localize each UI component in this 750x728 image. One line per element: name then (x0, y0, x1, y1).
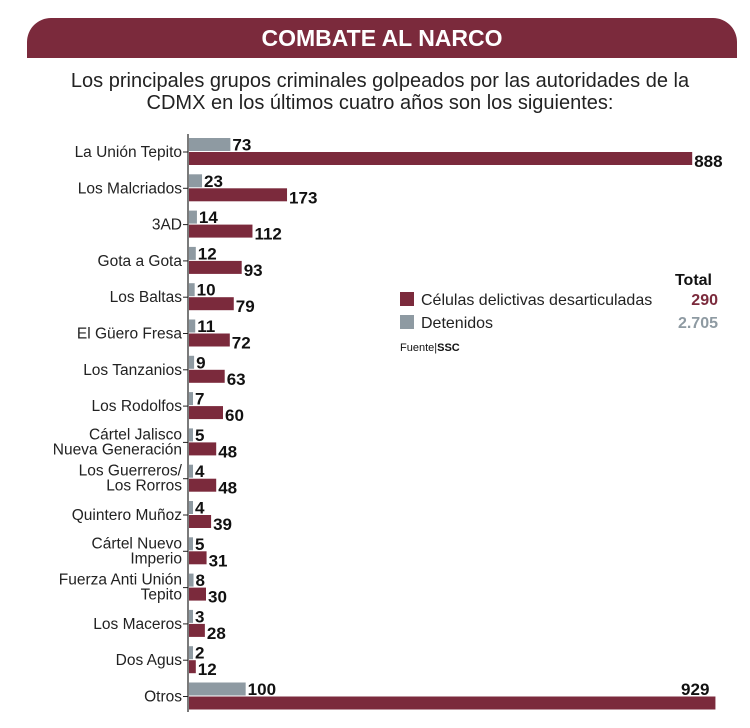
value-label-detenidos: 14 (199, 208, 218, 227)
bar-celulas (189, 587, 206, 601)
value-label-detenidos: 8 (196, 571, 205, 590)
value-label-detenidos: 9 (196, 353, 205, 372)
value-label-celulas: 48 (218, 479, 237, 498)
value-label-celulas: 79 (236, 297, 255, 316)
bar-celulas (189, 297, 234, 311)
value-label-celulas: 63 (227, 370, 246, 389)
category-label: Dos Agus (116, 652, 183, 669)
source-note: Fuente|SSC (400, 342, 460, 354)
bar-celulas (189, 188, 288, 202)
bar-celulas (189, 551, 207, 565)
bar-detenidos (189, 428, 193, 442)
value-label-detenidos: 10 (197, 281, 216, 300)
legend-label: Células delictivas desarticuladas (421, 292, 652, 309)
bar-detenidos (189, 464, 193, 478)
category-label: Los Baltas (110, 289, 183, 306)
bar-detenidos (189, 646, 193, 660)
value-label-celulas: 12 (198, 660, 217, 679)
value-label-celulas: 48 (218, 442, 237, 461)
category-label: El Güero Fresa (77, 326, 182, 343)
bar-detenidos (189, 283, 195, 297)
bar-detenidos (189, 392, 193, 406)
value-label-detenidos: 73 (232, 136, 251, 155)
value-label-detenidos: 12 (198, 244, 217, 263)
value-label-detenidos: 100 (248, 680, 276, 699)
value-label-celulas: 173 (289, 188, 317, 207)
bar-celulas (189, 406, 223, 420)
value-label-detenidos: 4 (195, 462, 205, 481)
bar-detenidos (189, 138, 231, 151)
legend-swatch (400, 315, 414, 329)
bar-detenidos (189, 682, 246, 696)
legend-total-heading: Total (675, 272, 712, 289)
value-label-detenidos: 11 (197, 317, 215, 336)
value-label-detenidos: 5 (195, 426, 204, 445)
value-label-celulas: 929 (681, 680, 709, 699)
category-label: Los Guerreros/Los Rorros (79, 463, 183, 495)
legend-label: Detenidos (421, 315, 493, 332)
category-label: Gota a Gota (98, 253, 183, 270)
bar-celulas (189, 369, 225, 383)
value-label-celulas: 60 (225, 406, 244, 425)
legend-total-value: 2.705 (678, 315, 718, 332)
category-label: Los Maceros (93, 616, 182, 633)
category-label: Los Tanzanios (83, 362, 182, 379)
bar-celulas (189, 152, 693, 165)
bar-celulas (189, 478, 217, 492)
value-label-celulas: 31 (209, 551, 228, 570)
bar-detenidos (189, 355, 195, 369)
category-label: Cártel Nuevo Imperio (92, 535, 182, 567)
category-label: Los Rodolfos (92, 398, 183, 415)
chart-subtitle: Los principales grupos criminales golpea… (70, 70, 690, 114)
value-label-detenidos: 5 (195, 535, 204, 554)
value-label-celulas: 93 (244, 261, 263, 280)
bar-detenidos (189, 573, 194, 587)
bar-detenidos (189, 210, 197, 224)
chart-title: COMBATE AL NARCO (261, 24, 503, 51)
bar-detenidos (189, 246, 196, 260)
value-label-celulas: 28 (207, 624, 226, 643)
value-label-celulas: 39 (213, 515, 232, 534)
category-label: Los Malcriados (78, 180, 182, 197)
bar-celulas (189, 696, 716, 710)
bar-detenidos (189, 501, 193, 514)
value-label-celulas: 30 (208, 588, 227, 607)
bar-celulas (189, 260, 242, 274)
value-label-detenidos: 3 (195, 607, 204, 626)
value-label-detenidos: 4 (195, 499, 205, 518)
legend-total-value: 290 (691, 292, 718, 309)
bar-celulas (189, 623, 205, 637)
category-label: Cártel Jalisco Nueva Generación (53, 426, 182, 458)
value-label-detenidos: 2 (195, 644, 204, 663)
bar-detenidos (189, 319, 196, 333)
value-label-celulas: 72 (232, 334, 251, 353)
value-label-celulas: 112 (254, 225, 281, 244)
category-label: La Unión Tepito (75, 144, 182, 161)
value-label-detenidos: 7 (195, 390, 204, 409)
title-banner: COMBATE AL NARCO (27, 18, 737, 58)
legend-swatch (400, 292, 414, 306)
category-label: 3AD (152, 217, 182, 234)
category-label: Quintero Muñoz (72, 507, 182, 524)
bar-celulas (189, 442, 217, 456)
bar-celulas (189, 224, 253, 238)
value-label-detenidos: 23 (204, 172, 223, 191)
bar-celulas (189, 333, 230, 347)
category-label: Otros (144, 689, 182, 706)
bar-detenidos (189, 537, 193, 551)
bar-detenidos (189, 174, 203, 188)
category-label: Fuerza Anti Unión Tepito (59, 572, 182, 604)
bar-celulas (189, 515, 212, 528)
bar-celulas (189, 660, 196, 674)
bar-detenidos (189, 609, 193, 623)
value-label-celulas: 888 (694, 152, 722, 171)
